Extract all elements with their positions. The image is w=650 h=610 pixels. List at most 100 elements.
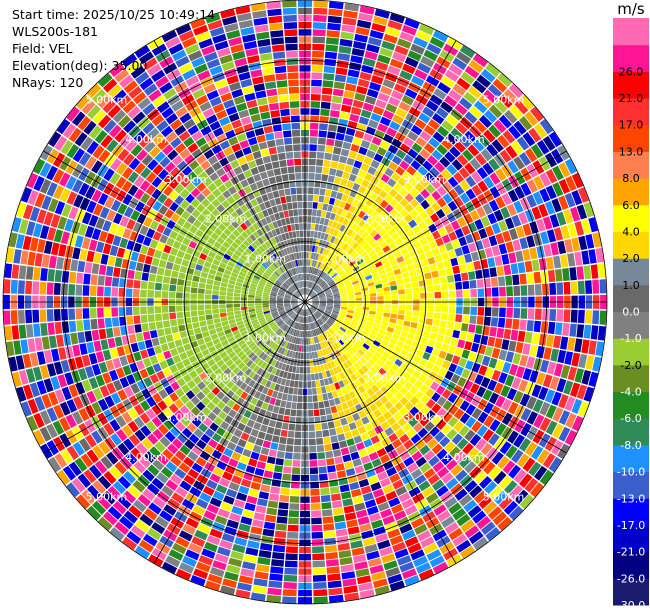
velocity-gate	[373, 15, 388, 26]
azimuth-spoke	[43, 301, 306, 454]
velocity-gate	[134, 162, 146, 175]
velocity-gate	[322, 167, 330, 175]
velocity-gate	[182, 237, 191, 246]
velocity-gate	[254, 357, 261, 365]
velocity-gate	[277, 250, 283, 258]
velocity-gate	[398, 304, 406, 310]
velocity-gate	[263, 271, 271, 278]
velocity-gate	[317, 202, 323, 210]
velocity-gate	[312, 297, 319, 300]
velocity-gate	[326, 298, 334, 301]
velocity-gate	[463, 213, 474, 224]
velocity-gate	[332, 310, 340, 314]
velocity-gate	[533, 233, 543, 246]
velocity-gate	[283, 299, 291, 301]
velocity-gate	[252, 334, 259, 341]
velocity-gate	[280, 400, 287, 408]
velocity-gate	[256, 564, 270, 573]
velocity-gate	[321, 272, 327, 279]
velocity-gate	[299, 273, 303, 281]
velocity-gate	[219, 245, 228, 253]
velocity-gate	[329, 212, 336, 221]
velocity-gate	[293, 292, 300, 298]
velocity-gate	[222, 405, 232, 415]
velocity-gate	[307, 259, 311, 266]
velocity-gate	[179, 188, 190, 199]
velocity-gate	[432, 131, 445, 143]
velocity-gate	[61, 308, 68, 321]
velocity-gate	[378, 269, 386, 276]
velocity-gate	[420, 394, 430, 405]
velocity-gate	[240, 373, 248, 382]
velocity-gate	[219, 232, 228, 241]
velocity-gate	[374, 195, 384, 205]
velocity-gate	[171, 270, 179, 278]
velocity-gate	[209, 567, 225, 578]
velocity-gate	[322, 203, 329, 211]
velocity-gate	[374, 464, 385, 475]
velocity-gate	[151, 404, 162, 416]
velocity-gate	[273, 428, 281, 436]
velocity-gate	[292, 304, 299, 308]
colorbar-swatch	[613, 551, 649, 579]
velocity-gate	[384, 204, 394, 213]
velocity-gate	[324, 249, 330, 257]
velocity-gate	[264, 224, 271, 232]
velocity-gate	[250, 113, 261, 123]
velocity-gate	[403, 277, 411, 284]
velocity-gate	[176, 345, 185, 354]
velocity-gate	[393, 411, 403, 422]
velocity-gate	[287, 65, 299, 73]
velocity-gate	[126, 353, 135, 364]
velocity-gate	[489, 326, 497, 337]
velocity-gate	[438, 327, 446, 336]
velocity-gate	[205, 314, 213, 320]
velocity-gate	[201, 396, 211, 406]
velocity-gate	[319, 217, 325, 225]
velocity-gate	[441, 75, 455, 88]
velocity-gate	[283, 248, 288, 256]
velocity-gate	[361, 391, 370, 400]
velocity-gate	[193, 428, 204, 439]
velocity-gate	[202, 417, 213, 427]
velocity-gate	[245, 465, 256, 474]
velocity-gate	[214, 275, 222, 282]
velocity-gate	[469, 315, 477, 324]
velocity-gate	[280, 265, 286, 272]
velocity-gate	[36, 239, 46, 253]
velocity-gate	[465, 360, 474, 371]
velocity-gate	[115, 225, 126, 237]
velocity-gate	[349, 346, 357, 354]
velocity-gate	[348, 62, 362, 71]
velocity-gate	[592, 279, 600, 294]
velocity-gate	[455, 469, 468, 482]
velocity-gate	[509, 484, 523, 500]
colorbar-tick-label: -4.0	[620, 386, 641, 399]
velocity-gate	[142, 236, 152, 247]
velocity-gate	[231, 475, 242, 485]
velocity-gate	[240, 516, 253, 526]
velocity-gate	[292, 296, 299, 300]
velocity-gate	[207, 19, 223, 31]
velocity-gate	[316, 437, 324, 445]
velocity-gate	[187, 215, 197, 225]
velocity-gate	[293, 294, 299, 298]
velocity-gate	[459, 116, 473, 130]
velocity-gate	[389, 535, 404, 546]
velocity-gate	[355, 306, 362, 310]
velocity-gate	[406, 244, 415, 252]
velocity-gate	[152, 95, 166, 108]
velocity-gate	[156, 472, 169, 484]
velocity-gate	[571, 398, 583, 414]
velocity-gate	[222, 15, 237, 26]
velocity-gate	[508, 228, 519, 241]
velocity-gate	[179, 265, 188, 274]
velocity-gate	[176, 377, 186, 387]
velocity-gate	[66, 445, 80, 460]
velocity-gate	[164, 431, 176, 443]
velocity-gate	[599, 279, 607, 294]
velocity-gate	[152, 231, 162, 241]
velocity-gate	[395, 485, 408, 497]
velocity-gate	[20, 250, 29, 265]
